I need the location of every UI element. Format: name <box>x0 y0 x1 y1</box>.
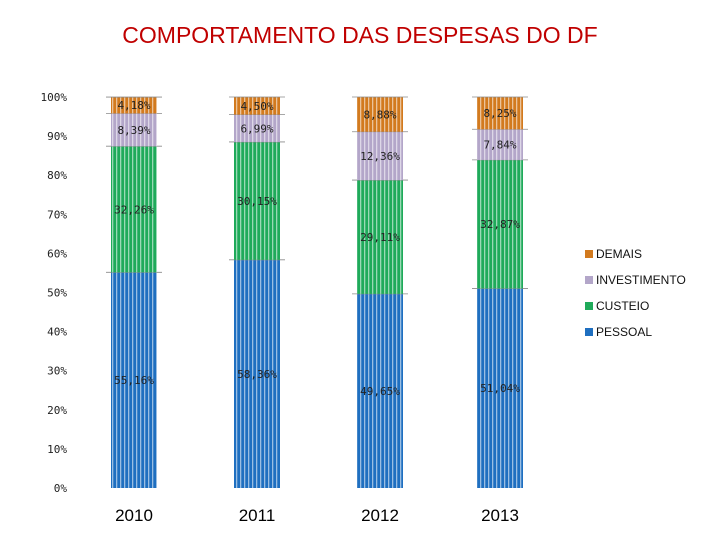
bar-stripes-demais-2012 <box>357 97 403 132</box>
legend-swatch-demais <box>585 250 593 258</box>
legend: DEMAIS INVESTIMENTO CUSTEIO PESSOAL <box>585 247 686 339</box>
data-label-investimento-2010: 8,39% <box>117 124 150 137</box>
category-labels: 2010 2011 2012 2013 <box>115 506 519 525</box>
bar-stripes-custeio-2013 <box>477 159 523 289</box>
legend-label-pessoal: PESSOAL <box>596 325 652 339</box>
legend-swatch-custeio <box>585 302 593 310</box>
chart-title: COMPORTAMENTO DAS DESPESAS DO DF <box>122 22 598 48</box>
bar-stripes-investimento-2012 <box>357 131 403 181</box>
bar-stripes-custeio-2012 <box>357 180 403 294</box>
y-tick-label-2: 20% <box>47 404 67 417</box>
data-label-investimento-2013: 7,84% <box>483 139 516 152</box>
legend-swatch-pessoal <box>585 328 593 336</box>
y-tick-label-0: 0% <box>54 482 68 495</box>
bar-stripes-custeio-2010 <box>111 146 157 273</box>
category-label-2011: 2011 <box>239 506 276 525</box>
bar-stripes-pessoal-2011 <box>234 259 280 488</box>
data-label-demais-2013: 8,25% <box>483 107 516 120</box>
y-tick-label-9: 90% <box>47 130 67 143</box>
data-label-demais-2012: 8,88% <box>363 108 396 121</box>
y-tick-label-7: 70% <box>47 208 67 221</box>
data-label-pessoal-2011: 58,36% <box>237 368 277 381</box>
bar-stripes-pessoal-2013 <box>477 288 523 488</box>
bars-group: 55,16% 32,26% 8,39% 4,18% 58,36% 30,15% 6,99% 4… <box>106 96 528 488</box>
data-label-demais-2011: 4,50% <box>240 100 273 113</box>
bar-stripes-pessoal-2012 <box>357 293 403 488</box>
data-label-demais-2010: 4,18% <box>117 99 150 112</box>
data-label-pessoal-2013: 51,04% <box>480 382 520 395</box>
bar-stripes-investimento-2011 <box>234 114 280 142</box>
bar-stripes-investimento-2010 <box>111 113 157 147</box>
legend-swatch-investimento <box>585 276 593 284</box>
category-label-2013: 2013 <box>481 506 519 525</box>
data-label-custeio-2012: 29,11% <box>360 231 400 244</box>
data-label-investimento-2011: 6,99% <box>240 122 273 135</box>
category-label-2010: 2010 <box>115 506 153 525</box>
data-label-custeio-2013: 32,87% <box>480 218 520 231</box>
bar-stripes-custeio-2011 <box>234 141 280 260</box>
data-label-pessoal-2012: 49,65% <box>360 385 400 398</box>
bar-stripes-pessoal-2010 <box>111 272 157 488</box>
bar-stripes-demais-2010 <box>111 97 157 114</box>
y-tick-label-6: 60% <box>47 247 67 260</box>
legend-label-investimento: INVESTIMENTO <box>596 273 686 287</box>
bar-stripes-investimento-2013 <box>477 129 523 160</box>
category-label-2012: 2012 <box>361 506 399 525</box>
data-label-custeio-2011: 30,15% <box>237 195 277 208</box>
y-axis: 0% 10% 20% 30% 40% 50% 60% 70% 80% 90% 100% <box>41 91 68 495</box>
legend-label-custeio: CUSTEIO <box>596 299 649 313</box>
data-label-custeio-2010: 32,26% <box>114 203 154 216</box>
y-tick-label-3: 30% <box>47 365 67 378</box>
legend-label-demais: DEMAIS <box>596 247 642 261</box>
y-tick-label-8: 80% <box>47 169 67 182</box>
y-tick-label-5: 50% <box>47 287 67 300</box>
bar-stripes-demais-2011 <box>234 97 280 115</box>
y-tick-label-10: 100% <box>41 91 68 104</box>
data-label-investimento-2012: 12,36% <box>360 150 400 163</box>
y-tick-label-4: 40% <box>47 326 67 339</box>
bar-stripes-demais-2013 <box>477 97 523 130</box>
data-label-pessoal-2010: 55,16% <box>114 374 154 387</box>
y-tick-label-1: 10% <box>47 443 67 456</box>
